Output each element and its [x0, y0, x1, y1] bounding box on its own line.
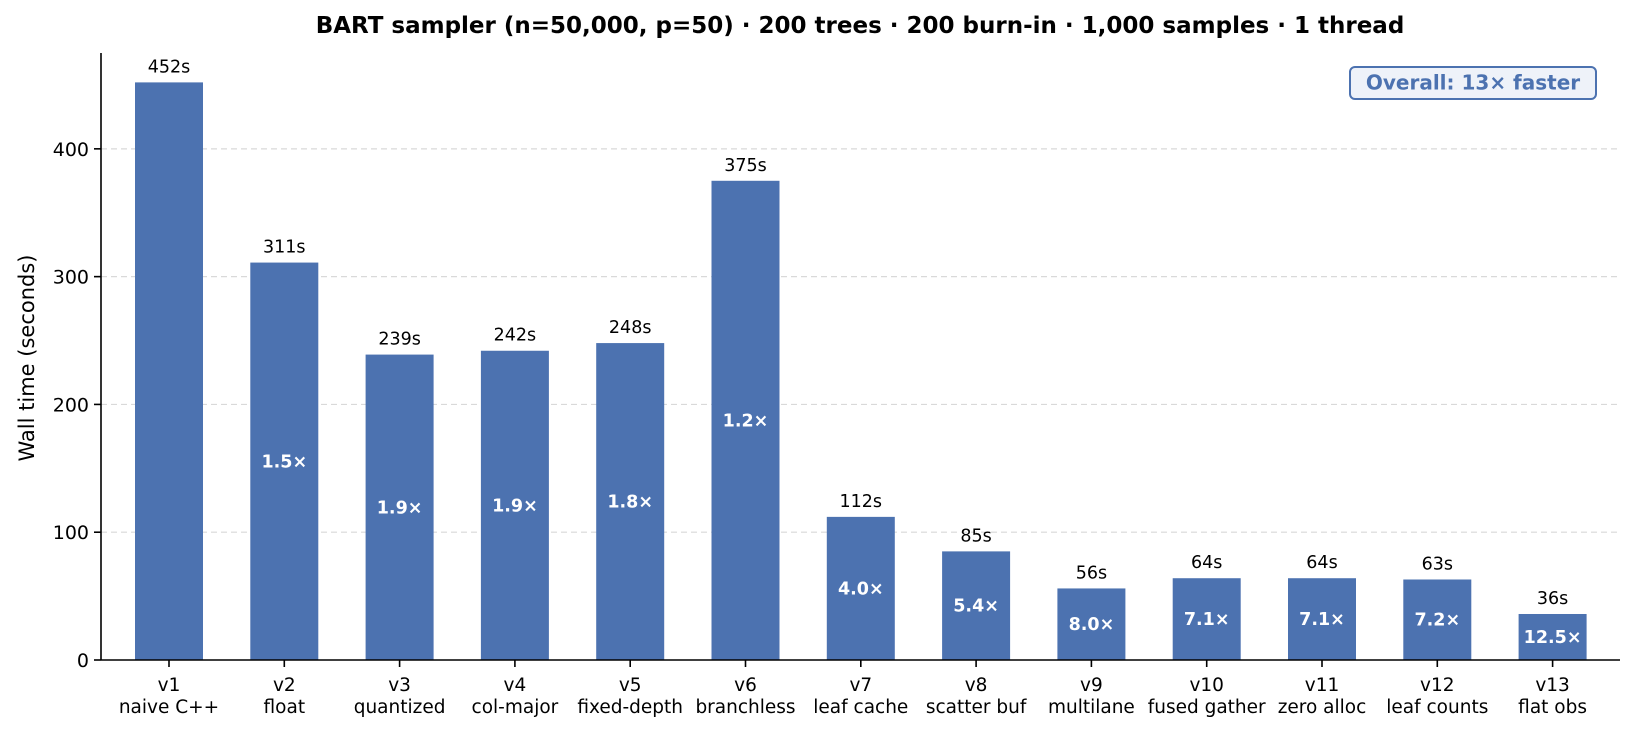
y-tick-label: 0	[77, 650, 89, 672]
x-tick-label-version: v1	[158, 675, 181, 696]
x-tick-label-version: v7	[849, 675, 872, 696]
value-label: 56s	[1076, 563, 1107, 583]
value-label: 239s	[378, 330, 421, 350]
bar-v10	[1172, 578, 1241, 660]
bar-v1	[135, 82, 203, 660]
x-tick-label-name: col-major	[472, 697, 559, 718]
x-tick-label-name: leaf counts	[1386, 697, 1488, 718]
value-label: 375s	[724, 156, 767, 176]
annotation-box	[1349, 66, 1597, 100]
x-tick-label-version: v11	[1305, 675, 1340, 696]
speedup-label: 12.5×	[1524, 628, 1582, 648]
x-tick-label-name: naive C++	[119, 697, 219, 718]
x-tick-label-version: v8	[965, 675, 988, 696]
y-tick-label: 400	[53, 139, 89, 161]
annotation-text: Overall: 13× faster	[1366, 71, 1580, 95]
speedup-label: 1.2×	[723, 411, 769, 431]
bar-v3	[365, 354, 434, 660]
bar-v11	[1288, 578, 1356, 660]
x-tick-label-name: zero alloc	[1278, 697, 1367, 718]
bar-v2	[250, 262, 319, 660]
x-tick-label-version: v4	[504, 675, 527, 696]
value-label: 63s	[1422, 554, 1453, 574]
speedup-label: 1.9×	[377, 498, 423, 518]
value-label: 311s	[263, 238, 306, 258]
value-label: 64s	[1191, 553, 1222, 573]
value-label: 112s	[840, 492, 883, 512]
x-tick-label-name: flat obs	[1518, 697, 1587, 718]
bar-v12	[1403, 579, 1472, 660]
axes	[94, 53, 1620, 667]
bar-v9	[1057, 588, 1126, 660]
overall-annotation: Overall: 13× faster	[1349, 66, 1597, 100]
speedup-label: 1.8×	[607, 493, 653, 513]
value-label: 85s	[960, 526, 991, 546]
value-label: 36s	[1537, 589, 1568, 609]
x-tick-label-version: v3	[388, 675, 411, 696]
x-tick-label-name: leaf cache	[813, 697, 908, 718]
x-tick-label-version: v6	[734, 675, 757, 696]
x-tick-label-version: v10	[1189, 675, 1224, 696]
y-tick-label: 300	[53, 267, 89, 289]
x-tick-label-version: v5	[619, 675, 642, 696]
value-label: 248s	[609, 318, 652, 338]
speedup-label: 4.0×	[838, 579, 884, 599]
chart-title: BART sampler (n=50,000, p=50) · 200 tree…	[316, 13, 1405, 39]
x-tick-label-version: v9	[1080, 675, 1103, 696]
speedup-label: 1.9×	[492, 496, 538, 516]
speedup-label: 7.1×	[1184, 610, 1230, 630]
bars	[135, 82, 1587, 660]
speedup-label: 1.5×	[261, 452, 307, 472]
x-tick-label-version: v12	[1420, 675, 1455, 696]
value-label: 242s	[494, 326, 537, 346]
bar-v6	[711, 180, 780, 660]
grid-lines	[101, 148, 1620, 533]
x-tick-label-version: v13	[1535, 675, 1570, 696]
bar-v13	[1518, 613, 1587, 660]
value-label: 64s	[1306, 553, 1337, 573]
x-tick-label-name: multilane	[1048, 697, 1135, 718]
speedup-label: 7.1×	[1299, 610, 1345, 630]
bar-v4	[480, 350, 549, 660]
x-tick-label-name: quantized	[354, 697, 446, 718]
x-tick-label-name: branchless	[695, 697, 795, 718]
x-tick-label-name: fixed-depth	[577, 697, 683, 718]
bar-v8	[942, 551, 1011, 660]
x-tick-label-name: float	[264, 697, 306, 718]
x-tick-label-name: fused gather	[1148, 697, 1266, 718]
x-tick-label-version: v2	[273, 675, 296, 696]
speedup-label: 8.0×	[1069, 615, 1115, 635]
speedup-label: 7.2×	[1414, 611, 1460, 631]
y-tick-label: 200	[53, 394, 89, 416]
x-tick-label-name: scatter buf	[926, 697, 1027, 718]
speedup-label: 5.4×	[953, 597, 999, 617]
bar-v7	[826, 516, 895, 660]
y-axis-label: Wall time (seconds)	[15, 255, 39, 462]
bar-v5	[596, 343, 665, 660]
y-tick-label: 100	[53, 522, 89, 544]
value-label: 452s	[148, 57, 191, 77]
